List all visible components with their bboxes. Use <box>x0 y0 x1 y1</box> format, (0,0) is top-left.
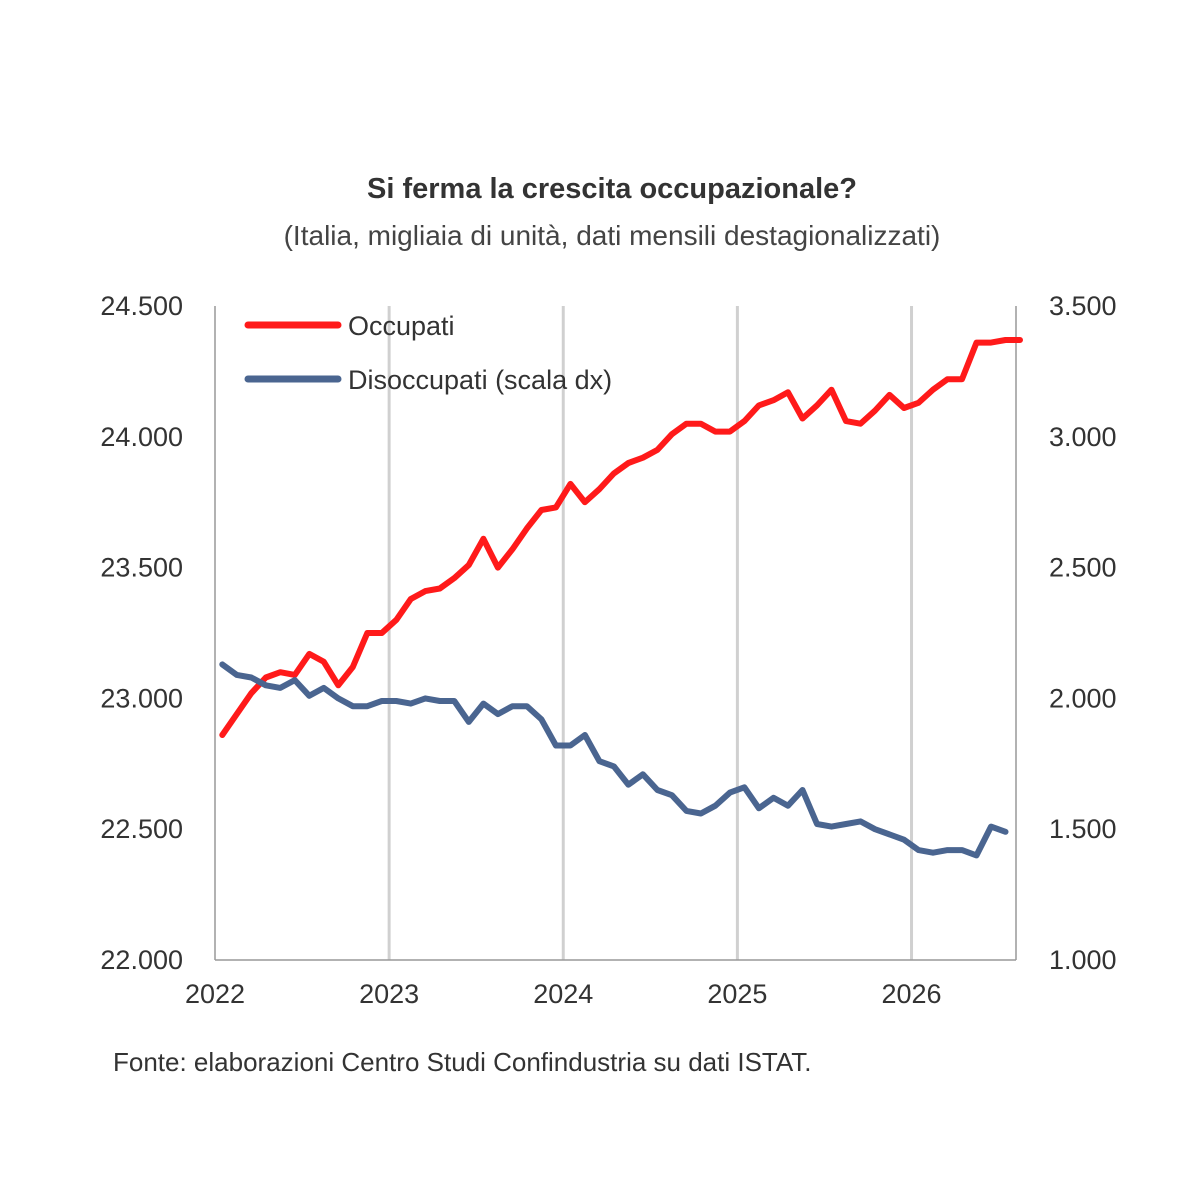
x-tick-label: 2026 <box>881 979 941 1009</box>
right-tick-label: 3.000 <box>1049 422 1117 452</box>
left-tick-label: 24.000 <box>100 422 183 452</box>
left-tick-label: 23.000 <box>100 683 183 713</box>
legend: Occupati Disoccupati (scala dx) <box>244 311 612 395</box>
left-tick-label: 24.500 <box>100 291 183 321</box>
right-tick-label: 1.000 <box>1049 945 1117 975</box>
chart-title: Si ferma la crescita occupazionale? <box>367 173 857 205</box>
source-note: Fonte: elaborazioni Centro Studi Confind… <box>113 1047 812 1077</box>
x-tick-label: 2022 <box>185 979 245 1009</box>
right-tick-label: 3.500 <box>1049 291 1117 321</box>
left-tick-label: 23.500 <box>100 553 183 583</box>
x-axis-ticks: 2022 2023 2024 2025 2026 <box>185 979 942 1009</box>
right-tick-label: 2.000 <box>1049 683 1117 713</box>
grid-lines <box>387 306 914 960</box>
left-tick-label: 22.500 <box>100 814 183 844</box>
x-tick-label: 2024 <box>533 979 593 1009</box>
legend-label-disoccupati: Disoccupati (scala dx) <box>348 365 612 395</box>
series-line-occupati <box>219 337 1023 738</box>
right-y-axis-ticks: 1.000 1.500 2.000 2.500 3.000 3.500 <box>1049 291 1117 975</box>
left-tick-label: 22.000 <box>100 945 183 975</box>
series-lines <box>219 337 1023 859</box>
legend-label-occupati: Occupati <box>348 311 455 341</box>
left-y-axis-ticks: 22.000 22.500 23.000 23.500 24.000 24.500 <box>100 291 183 975</box>
right-tick-label: 1.500 <box>1049 814 1117 844</box>
x-tick-label: 2023 <box>359 979 419 1009</box>
right-tick-label: 2.500 <box>1049 553 1117 583</box>
chart-subtitle: (Italia, migliaia di unità, dati mensili… <box>284 220 941 251</box>
x-tick-label: 2025 <box>707 979 767 1009</box>
series-line-disoccupati <box>219 661 1009 859</box>
